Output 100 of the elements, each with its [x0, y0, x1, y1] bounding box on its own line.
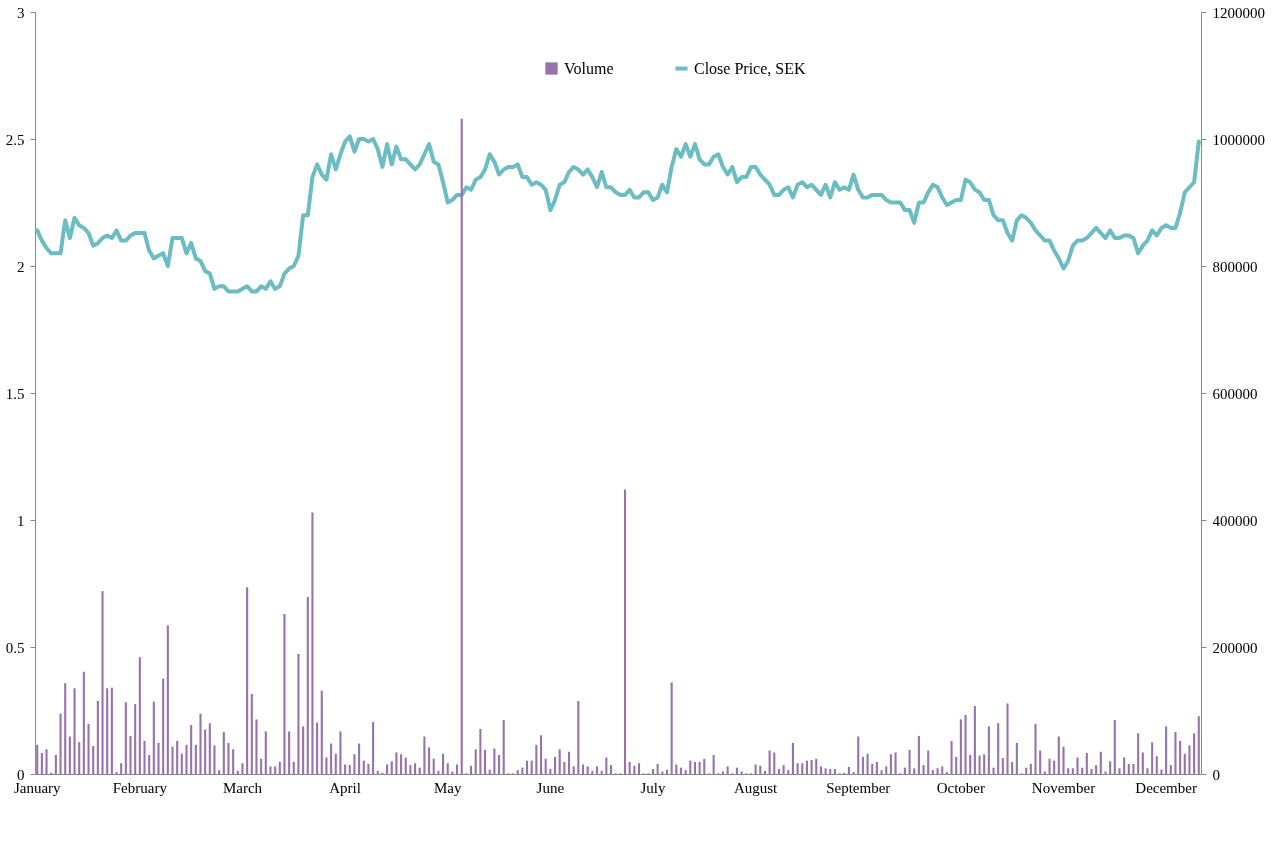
bar: [446, 763, 449, 774]
bar: [274, 766, 277, 774]
y-tick-label: 3: [17, 4, 25, 21]
x-tick-label: August: [733, 779, 779, 796]
bar: [222, 732, 225, 774]
bar: [1095, 765, 1098, 774]
bar: [134, 704, 137, 774]
bar: [1071, 768, 1074, 774]
bar: [1067, 768, 1070, 774]
bar: [325, 757, 328, 774]
bar: [964, 714, 967, 774]
bar: [992, 767, 995, 774]
bar: [171, 746, 174, 774]
bar: [815, 758, 818, 774]
bar: [1179, 740, 1182, 774]
bar: [1197, 716, 1200, 774]
bar: [82, 671, 85, 774]
bar: [1118, 768, 1121, 774]
bar: [213, 745, 216, 774]
bar: [1188, 745, 1191, 774]
y2-tick-label: 600000: [1212, 385, 1258, 402]
bar: [577, 700, 580, 774]
bar: [78, 742, 81, 774]
bar: [166, 625, 169, 774]
bar: [679, 767, 683, 774]
bar: [372, 721, 375, 774]
bar: [875, 761, 878, 774]
x-tick-label: February: [112, 779, 168, 796]
y-tick-label: 2.5: [5, 131, 25, 148]
bar: [903, 767, 906, 774]
bar: [824, 768, 827, 774]
legend-label: Volume: [564, 59, 614, 77]
bar: [693, 761, 697, 774]
bar: [787, 770, 790, 774]
bar: [390, 761, 393, 774]
line-series: [35, 134, 1201, 294]
bar: [404, 757, 407, 774]
bar: [623, 489, 627, 774]
bar: [703, 758, 706, 774]
bar: [68, 736, 71, 774]
bar: [260, 758, 263, 774]
bar: [241, 763, 244, 774]
bar: [1015, 742, 1018, 774]
bar: [334, 753, 337, 774]
bar: [791, 742, 794, 774]
bar: [572, 766, 575, 774]
bar: [199, 713, 202, 774]
bar: [544, 758, 547, 774]
bar: [460, 118, 463, 774]
bar: [684, 770, 687, 774]
bar: [1006, 703, 1009, 774]
bar: [36, 744, 39, 774]
bar: [782, 765, 785, 774]
bar: [586, 766, 589, 774]
bar: [255, 719, 258, 774]
bar: [983, 754, 986, 774]
bar: [418, 767, 421, 774]
bar: [190, 725, 193, 774]
bar: [889, 754, 892, 774]
bar: [306, 596, 309, 774]
bar: [987, 726, 990, 774]
bar: [978, 755, 981, 774]
bar: [931, 770, 934, 774]
bar: [1025, 767, 1028, 774]
bar: [395, 752, 398, 774]
bar: [721, 771, 725, 774]
bar: [712, 754, 715, 774]
bar: [1109, 761, 1112, 774]
bar: [204, 729, 207, 774]
bar: [530, 760, 533, 774]
bar: [1146, 768, 1149, 774]
bar: [320, 690, 323, 774]
bar: [955, 756, 958, 774]
bar: [1048, 758, 1051, 774]
bar: [493, 748, 496, 774]
bar: [101, 591, 104, 774]
bar: [535, 744, 538, 774]
bar: [1029, 763, 1032, 774]
bar: [1169, 765, 1172, 774]
bar: [1053, 760, 1056, 774]
bar: [353, 754, 356, 774]
bar: [885, 766, 888, 774]
y2-tick-label: 400000: [1212, 512, 1258, 529]
bar: [502, 720, 505, 774]
y-tick-label: 1.5: [5, 385, 25, 402]
bar: [497, 754, 501, 774]
bar: [348, 765, 351, 774]
bar: [1034, 723, 1037, 774]
y2-tick-label: 200000: [1212, 639, 1258, 656]
bar: [773, 752, 776, 774]
bar: [829, 768, 832, 774]
bar: [484, 749, 487, 774]
bar: [344, 764, 347, 774]
bar: [362, 760, 365, 774]
bar: [609, 765, 613, 774]
bar: [1160, 769, 1163, 774]
bar: [516, 770, 519, 774]
bar: [1155, 756, 1158, 774]
bar: [754, 764, 757, 774]
bar: [59, 713, 62, 774]
